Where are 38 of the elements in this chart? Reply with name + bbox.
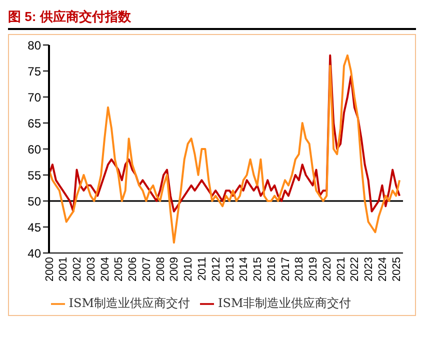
x-tick-label: 2020 bbox=[321, 257, 334, 282]
x-tick-label: 2021 bbox=[335, 257, 348, 282]
x-tick-label: 2007 bbox=[140, 257, 153, 282]
x-tick-label: 2016 bbox=[266, 257, 278, 282]
x-tick-label: 2000 bbox=[44, 257, 56, 282]
x-tick-label: 2012 bbox=[210, 257, 222, 282]
y-tick-label: 55 bbox=[28, 168, 42, 182]
x-tick-label: 2010 bbox=[182, 257, 195, 282]
y-tick-label: 65 bbox=[28, 116, 42, 130]
y-tick-label: 70 bbox=[28, 90, 42, 104]
x-tick-label: 2015 bbox=[252, 257, 264, 282]
x-tick-label: 2008 bbox=[154, 257, 167, 282]
x-tick-label: 2023 bbox=[363, 257, 376, 282]
x-tick-label: 2018 bbox=[294, 257, 306, 282]
x-tick-label: 2014 bbox=[238, 257, 250, 282]
legend-label: ISM制造业供应商交付 bbox=[68, 296, 190, 310]
x-tick-label: 2024 bbox=[376, 257, 389, 282]
x-tick-label: 2009 bbox=[168, 257, 181, 282]
x-tick-label: 2022 bbox=[349, 257, 362, 282]
x-tick-label: 2017 bbox=[280, 257, 292, 282]
y-tick-label: 40 bbox=[28, 246, 42, 260]
x-tick-label: 2025 bbox=[390, 257, 403, 282]
y-tick-label: 80 bbox=[28, 38, 42, 52]
x-tick-label: 2001 bbox=[58, 257, 70, 282]
x-tick-label: 2005 bbox=[113, 257, 126, 282]
y-tick-label: 45 bbox=[28, 220, 42, 234]
x-tick-label: 2006 bbox=[127, 257, 140, 282]
x-tick-label: 2002 bbox=[72, 257, 84, 282]
y-tick-label: 50 bbox=[28, 194, 42, 208]
x-tick-label: 2011 bbox=[196, 257, 209, 281]
x-tick-label: 2013 bbox=[224, 257, 236, 282]
x-tick-label: 2004 bbox=[99, 257, 112, 282]
chart-title: 图 5: 供应商交付指数 bbox=[8, 8, 416, 30]
y-tick-label: 60 bbox=[28, 142, 42, 156]
x-tick-label: 2003 bbox=[85, 257, 98, 282]
x-tick-label: 2019 bbox=[308, 257, 320, 282]
y-tick-label: 75 bbox=[28, 64, 42, 78]
legend-label: ISM非制造业供应商交付 bbox=[218, 296, 352, 310]
